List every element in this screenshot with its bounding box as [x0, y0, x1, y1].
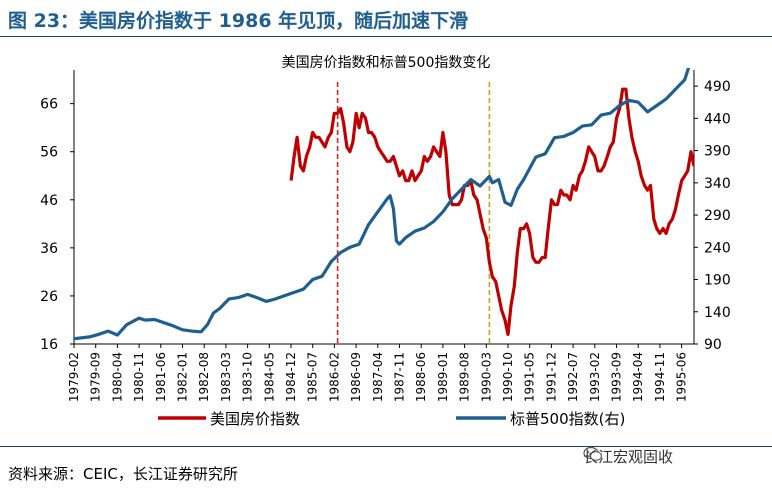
- x-tick-label: 1992-07: [566, 352, 580, 402]
- left-tick-label: 66: [40, 97, 58, 113]
- left-tick-label: 26: [40, 289, 58, 305]
- x-tick-label: 1982-08: [197, 352, 211, 402]
- right-tick-label: 190: [704, 273, 731, 289]
- x-tick-label: 1994-11: [653, 352, 667, 402]
- x-tick-label: 1990-10: [501, 352, 515, 402]
- x-tick-label: 1986-09: [349, 352, 363, 402]
- right-tick-label: 340: [704, 176, 731, 192]
- x-tick-label: 1985-07: [306, 352, 320, 402]
- x-tick-label: 1984-05: [262, 352, 276, 402]
- x-tick-label: 1982-01: [176, 352, 190, 402]
- x-tick-label: 1987-11: [393, 352, 407, 402]
- x-tick-label: 1993-09: [610, 352, 624, 402]
- left-tick-label: 46: [40, 193, 58, 209]
- x-tick-label: 1980-11: [132, 352, 146, 402]
- left-tick-label: 56: [40, 145, 58, 161]
- x-tick-label: 1983-10: [241, 352, 255, 402]
- left-tick-label: 36: [40, 241, 58, 257]
- right-tick-label: 490: [704, 79, 731, 95]
- watermark: 长江宏观固收: [583, 446, 673, 467]
- right-tick-label: 390: [704, 144, 731, 160]
- left-tick-label: 16: [40, 337, 58, 353]
- x-tick-label: 1984-12: [284, 352, 298, 402]
- right-tick-label: 290: [704, 208, 731, 224]
- x-tick-label: 1995-06: [675, 352, 689, 402]
- chart-canvas: 16 26 36 46 56 66 90 140 190 240 290 340 390 440 490 19…: [40, 68, 731, 428]
- x-tick-label: 1979-09: [89, 352, 103, 402]
- x-tick-label: 1987-04: [371, 352, 385, 402]
- source-note: 资料来源：CEIC，长江证券研究所: [8, 465, 238, 483]
- wechat-icon: [583, 446, 603, 461]
- legend-label-house-price: 美国房价指数: [210, 410, 300, 428]
- right-tick-label: 440: [704, 111, 731, 127]
- x-tick-label: 1986-02: [327, 352, 341, 402]
- x-tick-label: 1989-01: [436, 352, 450, 402]
- x-tick-label: 1981-06: [154, 352, 168, 402]
- x-tick-label: 1994-04: [631, 352, 645, 402]
- series-line-house-price: [289, 87, 694, 336]
- series-line-sp500: [74, 68, 691, 341]
- right-tick-label: 140: [704, 305, 731, 321]
- bottom-rule: [0, 446, 772, 447]
- right-tick-label: 90: [704, 337, 722, 353]
- x-tick-label: 1989-08: [458, 352, 472, 402]
- x-tick-label: 1990-03: [479, 352, 493, 402]
- x-tick-label: 1980-04: [110, 352, 124, 402]
- x-tick-label: 1979-02: [67, 352, 81, 402]
- x-tick-label: 1991-12: [544, 352, 558, 402]
- right-tick-label: 240: [704, 240, 731, 256]
- figure-title: 图 23：美国房价指数于 1986 年见顶，随后加速下滑: [8, 10, 469, 32]
- x-tick-label: 1983-03: [219, 352, 233, 402]
- watermark-text: 长江宏观固收: [583, 448, 674, 466]
- chart-title: 美国房价指数和标普500指数变化: [281, 55, 491, 71]
- x-tick-label: 1993-02: [588, 352, 602, 402]
- x-tick-label: 1991-05: [523, 352, 537, 402]
- top-rule: [0, 36, 772, 37]
- legend-label-sp500: 标普500指数(右): [510, 410, 625, 428]
- x-tick-label: 1988-06: [414, 352, 428, 402]
